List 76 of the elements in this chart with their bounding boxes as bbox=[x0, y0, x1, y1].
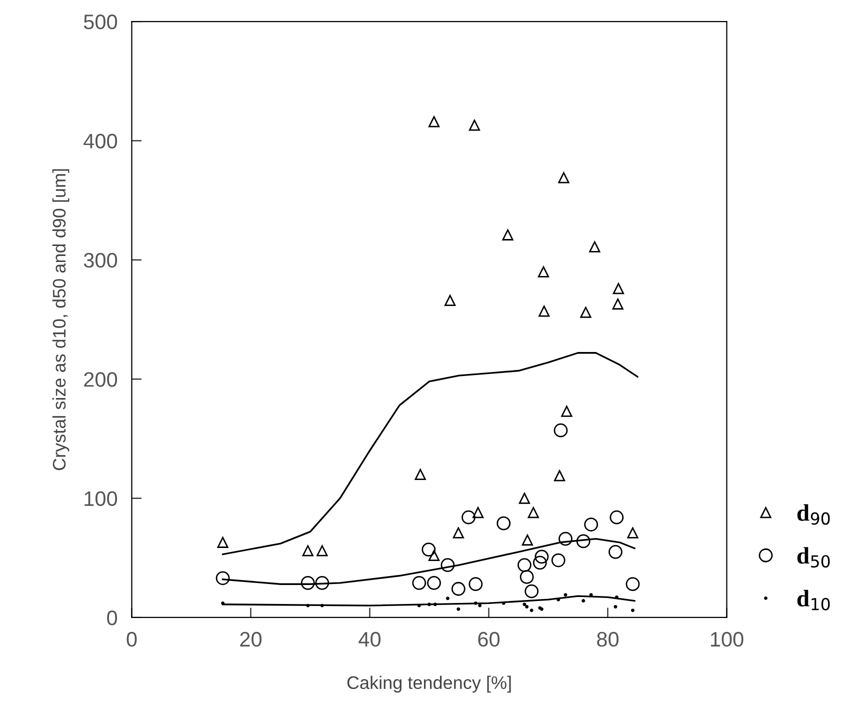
point bbox=[589, 241, 600, 252]
point bbox=[576, 534, 590, 548]
x-axis-title: Caking tendency [%] bbox=[347, 676, 511, 693]
point bbox=[558, 532, 572, 546]
point bbox=[530, 608, 534, 612]
point bbox=[522, 534, 533, 546]
point bbox=[538, 266, 550, 278]
point bbox=[554, 423, 568, 438]
y-axis-title: Crystal size as d10, d50 and d90 [um] bbox=[52, 169, 70, 470]
point bbox=[451, 582, 466, 596]
point bbox=[472, 507, 484, 518]
point bbox=[302, 545, 314, 556]
point bbox=[216, 571, 230, 586]
point bbox=[525, 605, 529, 608]
point bbox=[524, 584, 539, 598]
x-tick-label: 80 bbox=[597, 632, 619, 647]
x-tick-label: 100 bbox=[710, 632, 744, 647]
point bbox=[626, 577, 640, 592]
point bbox=[551, 553, 566, 568]
point bbox=[452, 527, 464, 538]
point bbox=[315, 576, 330, 590]
point bbox=[518, 492, 530, 504]
point bbox=[502, 229, 514, 240]
point bbox=[627, 527, 638, 538]
point bbox=[316, 545, 328, 556]
line-series bbox=[222, 352, 638, 556]
point bbox=[614, 605, 618, 608]
y-tick-label: 500 bbox=[84, 14, 118, 30]
point bbox=[422, 542, 436, 556]
point bbox=[558, 172, 570, 184]
point bbox=[580, 306, 592, 318]
point bbox=[444, 294, 456, 306]
point bbox=[462, 510, 476, 524]
point bbox=[584, 518, 598, 532]
point bbox=[440, 558, 455, 572]
legend-label: d$_{50}$ bbox=[797, 547, 830, 568]
point bbox=[300, 576, 315, 590]
point bbox=[217, 536, 228, 548]
y-tick-label: 0 bbox=[107, 610, 118, 626]
x-tick-label: 40 bbox=[358, 632, 381, 647]
y-tick-label: 400 bbox=[84, 134, 118, 148]
point bbox=[414, 468, 426, 480]
y-tick-label: 300 bbox=[84, 252, 118, 268]
point bbox=[612, 282, 624, 294]
point bbox=[520, 570, 534, 584]
point bbox=[554, 470, 566, 482]
point bbox=[631, 608, 634, 612]
point bbox=[496, 516, 511, 530]
point bbox=[446, 596, 450, 600]
x-tick-label: 0 bbox=[126, 632, 137, 647]
point bbox=[528, 507, 539, 518]
point bbox=[582, 599, 586, 603]
point bbox=[534, 550, 549, 564]
point bbox=[561, 406, 572, 417]
point bbox=[518, 558, 532, 572]
point bbox=[468, 577, 483, 592]
point bbox=[522, 602, 526, 606]
point bbox=[612, 298, 624, 310]
y-tick-label: 100 bbox=[84, 491, 118, 506]
y-tick-label: 200 bbox=[84, 372, 118, 387]
point bbox=[608, 544, 622, 559]
point bbox=[428, 550, 440, 562]
point bbox=[412, 576, 426, 590]
point bbox=[456, 607, 460, 611]
point bbox=[538, 306, 550, 317]
legend-label: d$_{10}$ bbox=[797, 590, 830, 610]
point bbox=[564, 593, 568, 597]
point bbox=[468, 120, 480, 131]
point bbox=[427, 576, 441, 590]
point bbox=[532, 556, 547, 570]
point bbox=[610, 510, 624, 524]
x-tick-label: 20 bbox=[240, 632, 262, 647]
point bbox=[428, 116, 440, 128]
point bbox=[478, 604, 482, 608]
legend-label: d$_{90}$ bbox=[797, 504, 830, 525]
x-tick-label: 60 bbox=[478, 632, 500, 647]
